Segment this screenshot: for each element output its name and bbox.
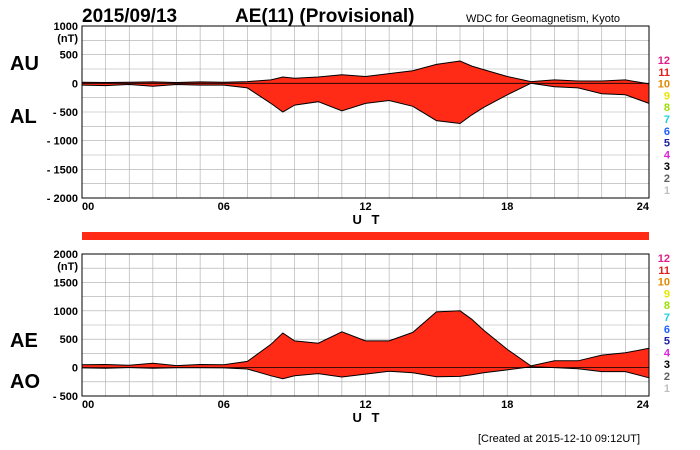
series-line-au bbox=[81, 60, 650, 85]
level-legend-item: 1 bbox=[664, 185, 670, 197]
level-legend-item: 7 bbox=[664, 114, 670, 126]
y-tick-label: 500 bbox=[60, 50, 78, 62]
plot-frame bbox=[81, 253, 650, 397]
level-legend-item: 3 bbox=[664, 161, 670, 173]
x-tick-label: 24 bbox=[637, 399, 650, 411]
side-label-upper: AU bbox=[10, 53, 39, 75]
side-label-upper: AE bbox=[10, 330, 38, 352]
x-tick-label: 00 bbox=[82, 399, 94, 411]
level-legend-item: 1 bbox=[664, 383, 670, 395]
x-tick-label: 24 bbox=[637, 201, 650, 213]
x-tick-label: 06 bbox=[218, 399, 230, 411]
y-tick-label: - 500 bbox=[53, 391, 78, 403]
y-tick-label: 1000 bbox=[54, 306, 78, 318]
au-al-panel: 1000 500 0 - 500 - 1000 - 1500 - 2000 (nT) 00 06 1… bbox=[10, 21, 650, 227]
activity-level-bar bbox=[82, 232, 649, 240]
unit-label: (nT) bbox=[57, 33, 78, 45]
y-tick-label: 500 bbox=[60, 334, 78, 346]
x-tick-label: 06 bbox=[218, 201, 230, 213]
date-label: 2015/09/13 bbox=[82, 6, 177, 27]
y-tick-label: - 1500 bbox=[47, 164, 78, 176]
index-title: AE(11) (Provisional) bbox=[235, 6, 415, 27]
level-legend-item: 12 bbox=[658, 253, 670, 265]
level-legend-item: 9 bbox=[664, 90, 670, 102]
y-tick-label: - 2000 bbox=[47, 193, 78, 205]
level-legend-item: 2 bbox=[664, 173, 670, 185]
x-axis-label: U T bbox=[353, 410, 383, 425]
level-legend-item: 10 bbox=[658, 277, 670, 289]
level-legend-item: 6 bbox=[664, 324, 670, 336]
level-legend-item: 2 bbox=[664, 371, 670, 383]
data-source: WDC for Geomagnetism, Kyoto bbox=[466, 13, 620, 25]
x-tick-label: 00 bbox=[82, 201, 94, 213]
ae-ao-panel: 2000 1500 1000 500 0 - 500 (nT) 00 06 12 18 24 U T AE… bbox=[10, 249, 650, 425]
level-legend-item: 5 bbox=[664, 138, 670, 150]
y-tick-label: 2000 bbox=[54, 249, 78, 261]
series-line-ae bbox=[81, 310, 650, 367]
y-tick-label: - 1000 bbox=[47, 136, 78, 148]
side-label-lower: AO bbox=[10, 371, 40, 393]
level-legend-item: 11 bbox=[658, 67, 670, 79]
y-tick-label: 0 bbox=[72, 78, 78, 90]
level-legend-item: 10 bbox=[658, 79, 670, 91]
x-tick-label: 18 bbox=[501, 201, 513, 213]
x-tick-label: 12 bbox=[359, 201, 371, 213]
level-legend-item: 3 bbox=[664, 359, 670, 371]
unit-label: (nT) bbox=[57, 261, 78, 273]
created-timestamp: [Created at 2015-12-10 09:12UT] bbox=[478, 433, 640, 445]
plot-frame bbox=[81, 25, 650, 199]
level-legend-item: 8 bbox=[664, 300, 670, 312]
y-tick-label: - 500 bbox=[53, 107, 78, 119]
band-fill-ae-ao bbox=[82, 310, 649, 379]
level-legend-item: 9 bbox=[664, 288, 670, 300]
series-line-al bbox=[81, 82, 650, 125]
y-tick-label: 1000 bbox=[54, 21, 78, 33]
level-legend-item: 8 bbox=[664, 102, 670, 114]
level-legend-item: 12 bbox=[658, 55, 670, 67]
x-axis-label: U T bbox=[353, 212, 383, 227]
y-tick-label: 0 bbox=[72, 363, 78, 375]
x-tick-label: 12 bbox=[359, 399, 371, 411]
level-legend-item: 5 bbox=[664, 336, 670, 348]
side-label-lower: AL bbox=[10, 106, 37, 128]
x-tick-label: 18 bbox=[501, 399, 513, 411]
level-legend-item: 11 bbox=[658, 265, 670, 277]
y-tick-label: 1500 bbox=[54, 277, 78, 289]
level-legend-item: 7 bbox=[664, 312, 670, 324]
level-legend-item: 4 bbox=[664, 149, 671, 161]
level-legend-item: 6 bbox=[664, 126, 670, 138]
level-legend-item: 4 bbox=[664, 347, 671, 359]
